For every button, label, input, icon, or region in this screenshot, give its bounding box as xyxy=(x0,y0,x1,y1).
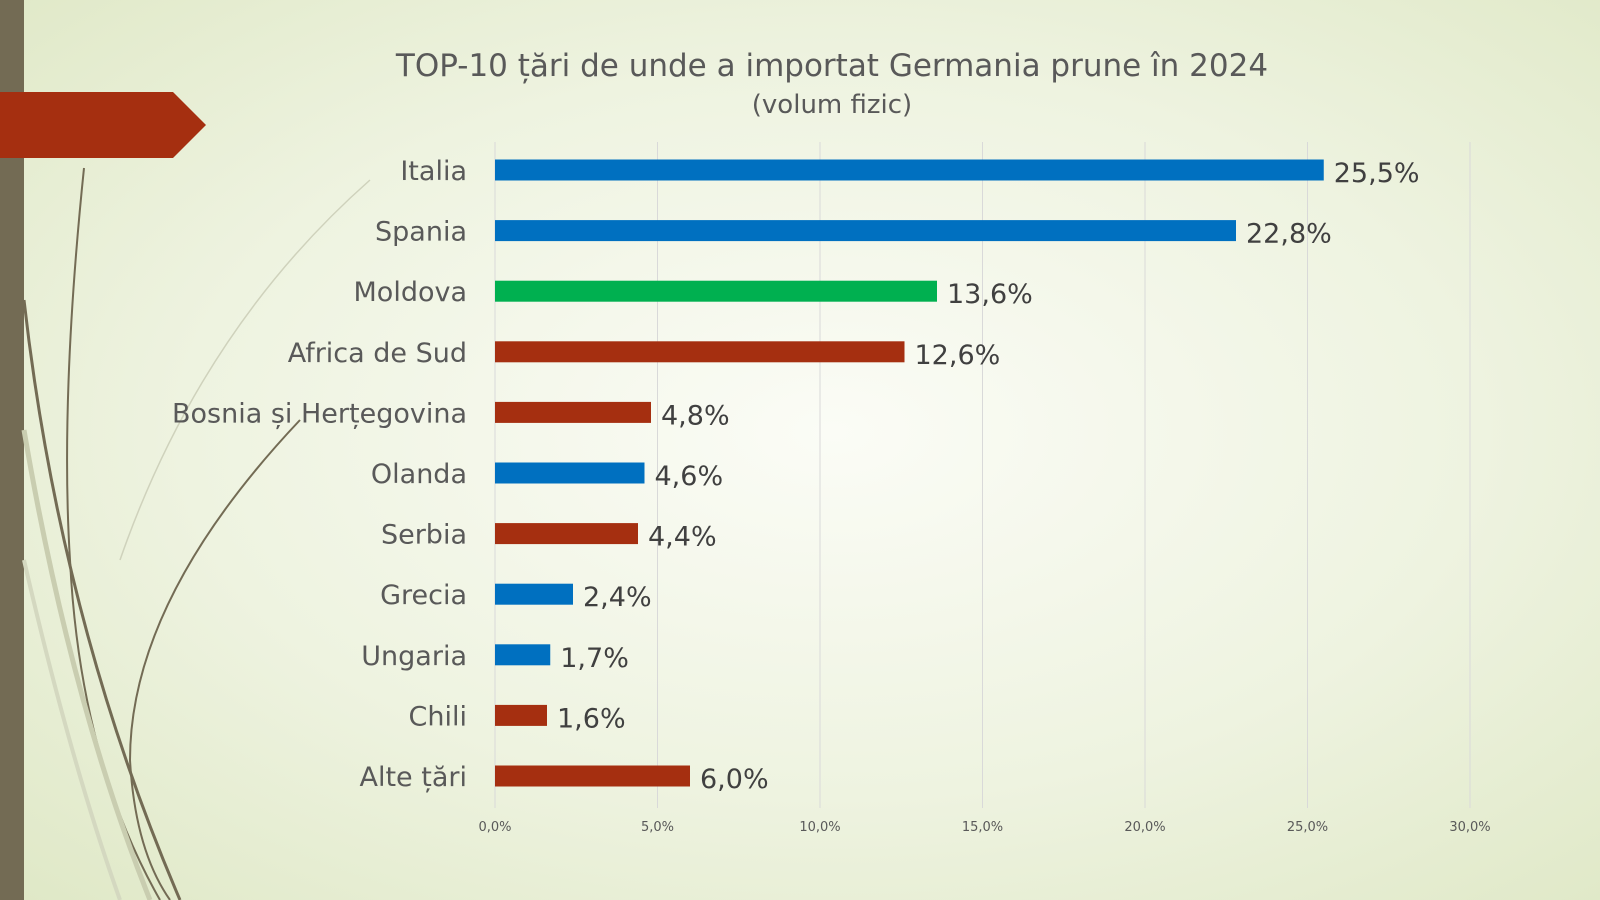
category-label: Chili xyxy=(409,701,467,732)
data-label: 4,6% xyxy=(655,461,724,492)
data-label: 22,8% xyxy=(1246,219,1332,250)
decorative-curve xyxy=(128,419,301,900)
category-label: Africa de Sud xyxy=(288,338,467,369)
x-tick-label: 20,0% xyxy=(1124,820,1165,835)
chart-subtitle: (volum fizic) xyxy=(752,90,912,120)
data-label: 4,8% xyxy=(661,400,730,431)
data-label: 1,7% xyxy=(560,643,629,674)
bar xyxy=(495,523,638,545)
bar xyxy=(495,765,690,787)
category-label: Moldova xyxy=(354,277,468,308)
decorative-curve xyxy=(119,179,371,561)
data-label: 6,0% xyxy=(700,764,769,795)
data-label: 25,5% xyxy=(1334,158,1420,189)
bar xyxy=(495,401,651,423)
category-label: Spania xyxy=(375,217,467,248)
x-tick-label: 30,0% xyxy=(1449,820,1490,835)
category-label: Alte țări xyxy=(360,762,468,793)
x-tick-label: 5,0% xyxy=(641,820,674,835)
category-label: Serbia xyxy=(381,520,467,551)
bar xyxy=(495,159,1324,181)
data-label: 2,4% xyxy=(583,582,652,613)
x-tick-label: 10,0% xyxy=(799,820,840,835)
decorative-curve xyxy=(22,559,122,900)
bar xyxy=(495,462,645,484)
bar xyxy=(495,583,573,605)
decorative-curve xyxy=(21,429,153,900)
x-tick-label: 15,0% xyxy=(962,820,1003,835)
category-label: Ungaria xyxy=(361,641,467,672)
category-label: Grecia xyxy=(380,580,467,611)
bar xyxy=(495,704,547,726)
data-label: 12,6% xyxy=(915,340,1001,371)
chart-title: TOP-10 țări de unde a importat Germania … xyxy=(395,48,1268,84)
bar xyxy=(495,644,551,666)
data-label: 4,4% xyxy=(648,522,717,553)
x-tick-label: 25,0% xyxy=(1287,820,1328,835)
bar xyxy=(495,220,1236,242)
category-label: Olanda xyxy=(371,459,467,490)
data-label: 13,6% xyxy=(947,279,1033,310)
red-arrow-banner xyxy=(0,92,206,158)
bar xyxy=(495,280,937,302)
x-tick-label: 0,0% xyxy=(478,820,511,835)
data-label: 1,6% xyxy=(557,703,626,734)
bar xyxy=(495,341,905,363)
category-label: Bosnia și Herțegovina xyxy=(172,398,467,429)
category-label: Italia xyxy=(400,156,467,187)
decorative-curve xyxy=(22,299,182,900)
